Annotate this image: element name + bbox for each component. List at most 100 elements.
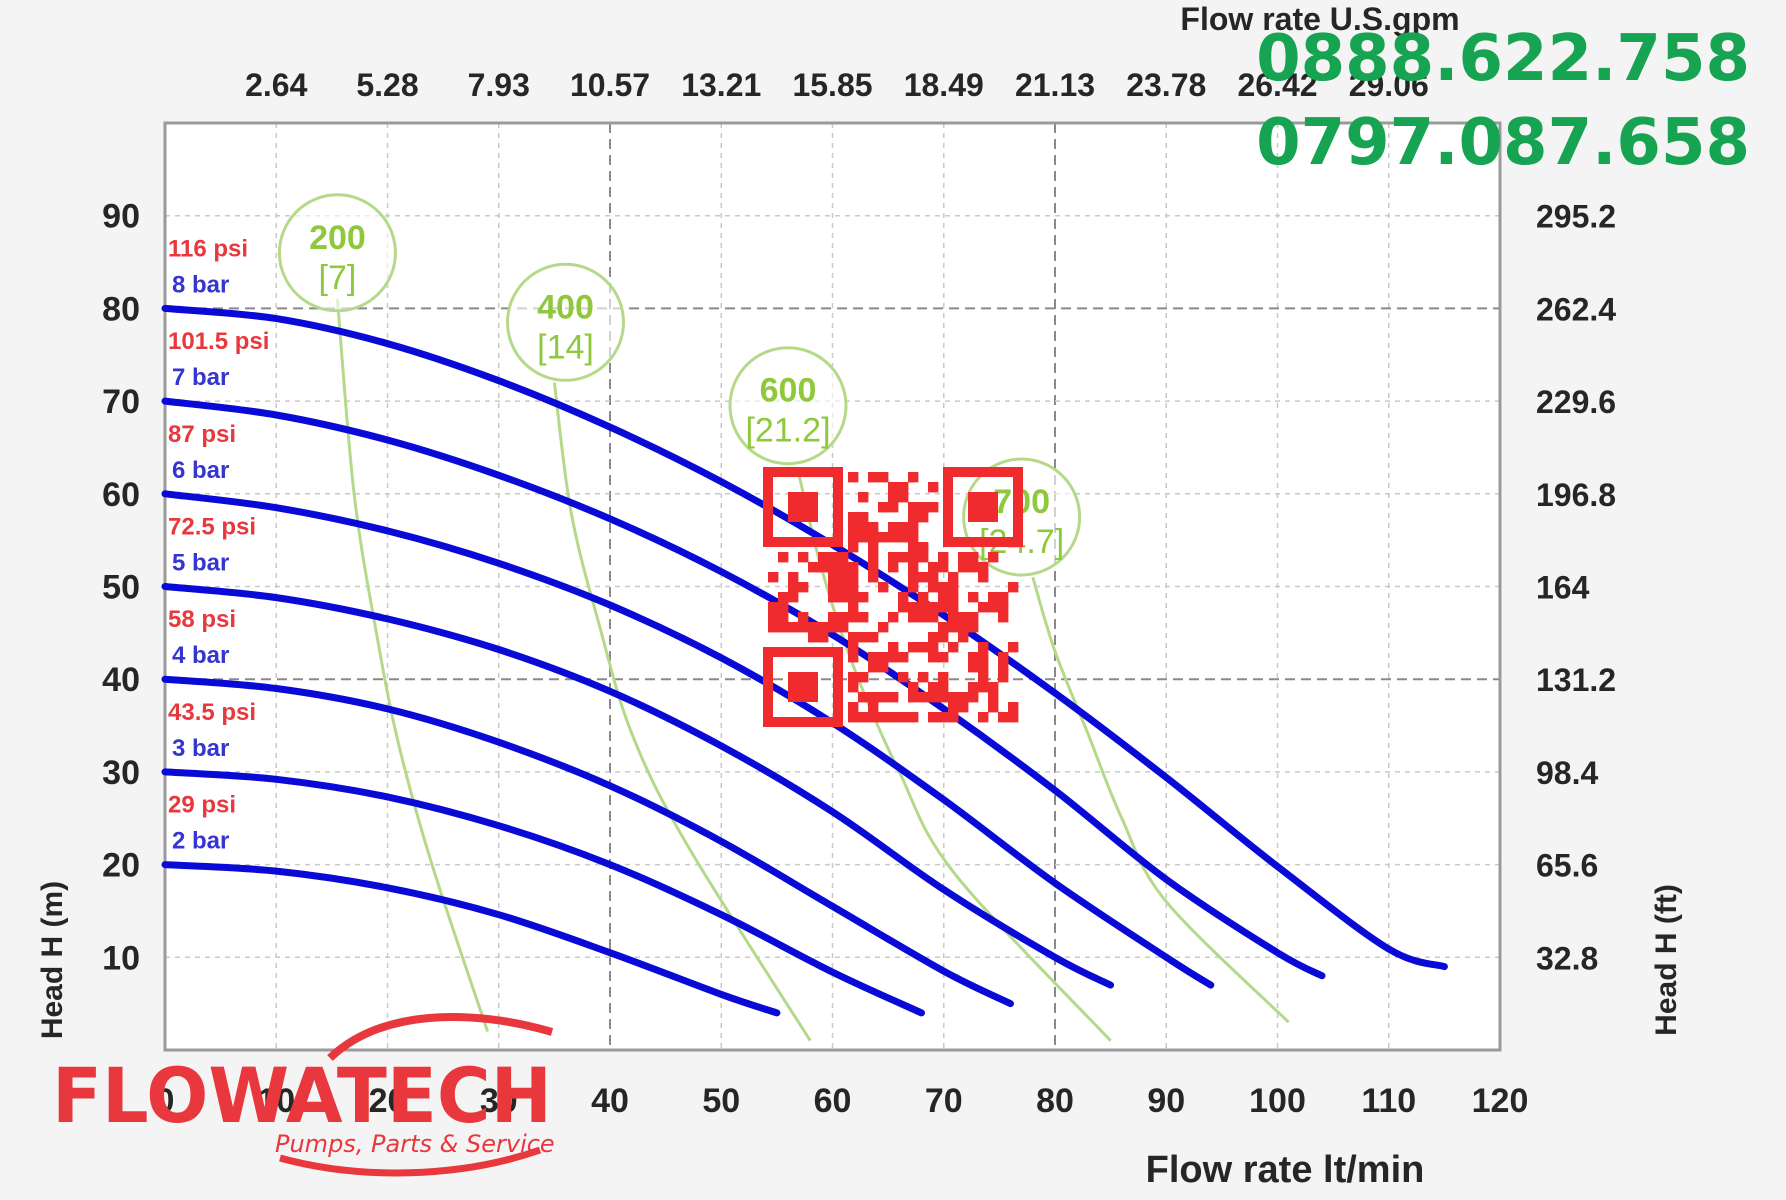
qr-module	[838, 582, 849, 593]
qr-module	[968, 562, 979, 573]
qr-module	[828, 612, 839, 623]
qr-module	[908, 572, 919, 583]
logo-brand: FLOWATECH	[52, 1051, 552, 1140]
qr-module	[778, 612, 789, 623]
x-tick-label: 70	[925, 1082, 963, 1120]
qr-module	[898, 672, 909, 683]
qr-module	[908, 512, 919, 523]
y-tick-label: 90	[102, 198, 140, 236]
qr-module	[848, 602, 859, 613]
qr-module	[958, 692, 969, 703]
qr-module	[848, 582, 859, 593]
qr-module	[978, 662, 989, 673]
qr-module	[768, 572, 779, 583]
x-axis-title: Flow rate lt/min	[1146, 1149, 1425, 1191]
qr-module	[788, 582, 799, 593]
qr-module	[908, 552, 919, 563]
qr-module	[958, 552, 969, 563]
qr-module	[998, 602, 1009, 613]
x-tick-label: 50	[702, 1082, 740, 1120]
qr-module	[868, 572, 879, 583]
pressure-curves	[161, 304, 1448, 1017]
qr-module	[808, 622, 819, 633]
qr-module	[878, 662, 889, 673]
qr-module	[908, 582, 919, 593]
x2-tick-label: 10.57	[570, 67, 650, 103]
x2-tick-label: 7.93	[468, 67, 530, 103]
qr-module	[928, 482, 939, 493]
air-circle-600	[728, 346, 848, 466]
qr-module	[958, 632, 969, 643]
qr-module	[828, 562, 839, 573]
x-tick-label: 40	[591, 1082, 629, 1120]
qr-module	[948, 592, 959, 603]
qr-module	[888, 712, 899, 723]
qr-module	[838, 612, 849, 623]
qr-module	[948, 612, 959, 623]
air-value-label: 600	[760, 372, 817, 410]
qr-module	[868, 712, 879, 723]
qr-module	[908, 472, 919, 483]
qr-module	[918, 642, 929, 653]
qr-module	[958, 562, 969, 573]
bar-label: 8 bar	[172, 271, 229, 298]
psi-label: 101.5 psi	[168, 328, 269, 355]
y2-tick-label: 164	[1536, 570, 1590, 606]
qr-module	[958, 622, 969, 633]
y2-tick-label: 32.8	[1536, 940, 1598, 976]
qr-module	[1008, 702, 1019, 713]
qr-module	[878, 622, 889, 633]
qr-module	[848, 522, 859, 533]
qr-module	[818, 632, 829, 643]
qr-module	[918, 552, 929, 563]
qr-module	[918, 692, 929, 703]
qr-module	[858, 532, 869, 543]
qr-module	[928, 612, 939, 623]
qr-module	[898, 712, 909, 723]
qr-module	[858, 492, 869, 503]
qr-module	[928, 692, 939, 703]
psi-label: 43.5 psi	[168, 699, 256, 726]
qr-module	[908, 502, 919, 513]
qr-module	[978, 642, 989, 653]
qr-module	[938, 712, 949, 723]
qr-module	[838, 552, 849, 563]
qr-module	[888, 652, 899, 663]
qr-module	[858, 512, 869, 523]
qr-module	[938, 592, 949, 603]
psi-label: 72.5 psi	[168, 514, 256, 541]
y2-tick-label: 131.2	[1536, 662, 1616, 698]
qr-module	[948, 712, 959, 723]
qr-module	[918, 572, 929, 583]
y-tick-label: 30	[102, 754, 140, 792]
qr-module	[948, 702, 959, 713]
qr-module	[808, 632, 819, 643]
qr-module	[908, 562, 919, 573]
qr-module	[848, 682, 859, 693]
qr-module	[848, 702, 859, 713]
qr-module	[848, 612, 859, 623]
qr-module	[878, 652, 889, 663]
pressure-curve-6-bar	[161, 490, 1215, 989]
y2-tick-label: 229.6	[1536, 384, 1616, 420]
y-axis-title: Head H (m)	[36, 881, 69, 1039]
qr-module	[788, 592, 799, 603]
qr-module	[948, 582, 959, 593]
x-tick-label: 0	[156, 1082, 175, 1120]
qr-module	[988, 592, 999, 603]
qr-module	[908, 532, 919, 543]
bar-label: 7 bar	[172, 364, 229, 391]
qr-module	[968, 592, 979, 603]
qr-module	[988, 552, 999, 563]
qr-module	[828, 592, 839, 603]
qr-module	[928, 642, 939, 653]
qr-module	[918, 542, 929, 553]
qr-module	[918, 672, 929, 683]
qr-module	[998, 712, 1009, 723]
axis-ticks: 0 10 20 30 40 50 60 70 80 90 100 110 120 2.64 5.28 7.93…	[102, 67, 1616, 1120]
pressure-curve-2-bar	[161, 861, 781, 1017]
qr-module	[908, 602, 919, 613]
qr-module	[938, 552, 949, 563]
qr-module	[868, 542, 879, 553]
qr-module	[978, 562, 989, 573]
